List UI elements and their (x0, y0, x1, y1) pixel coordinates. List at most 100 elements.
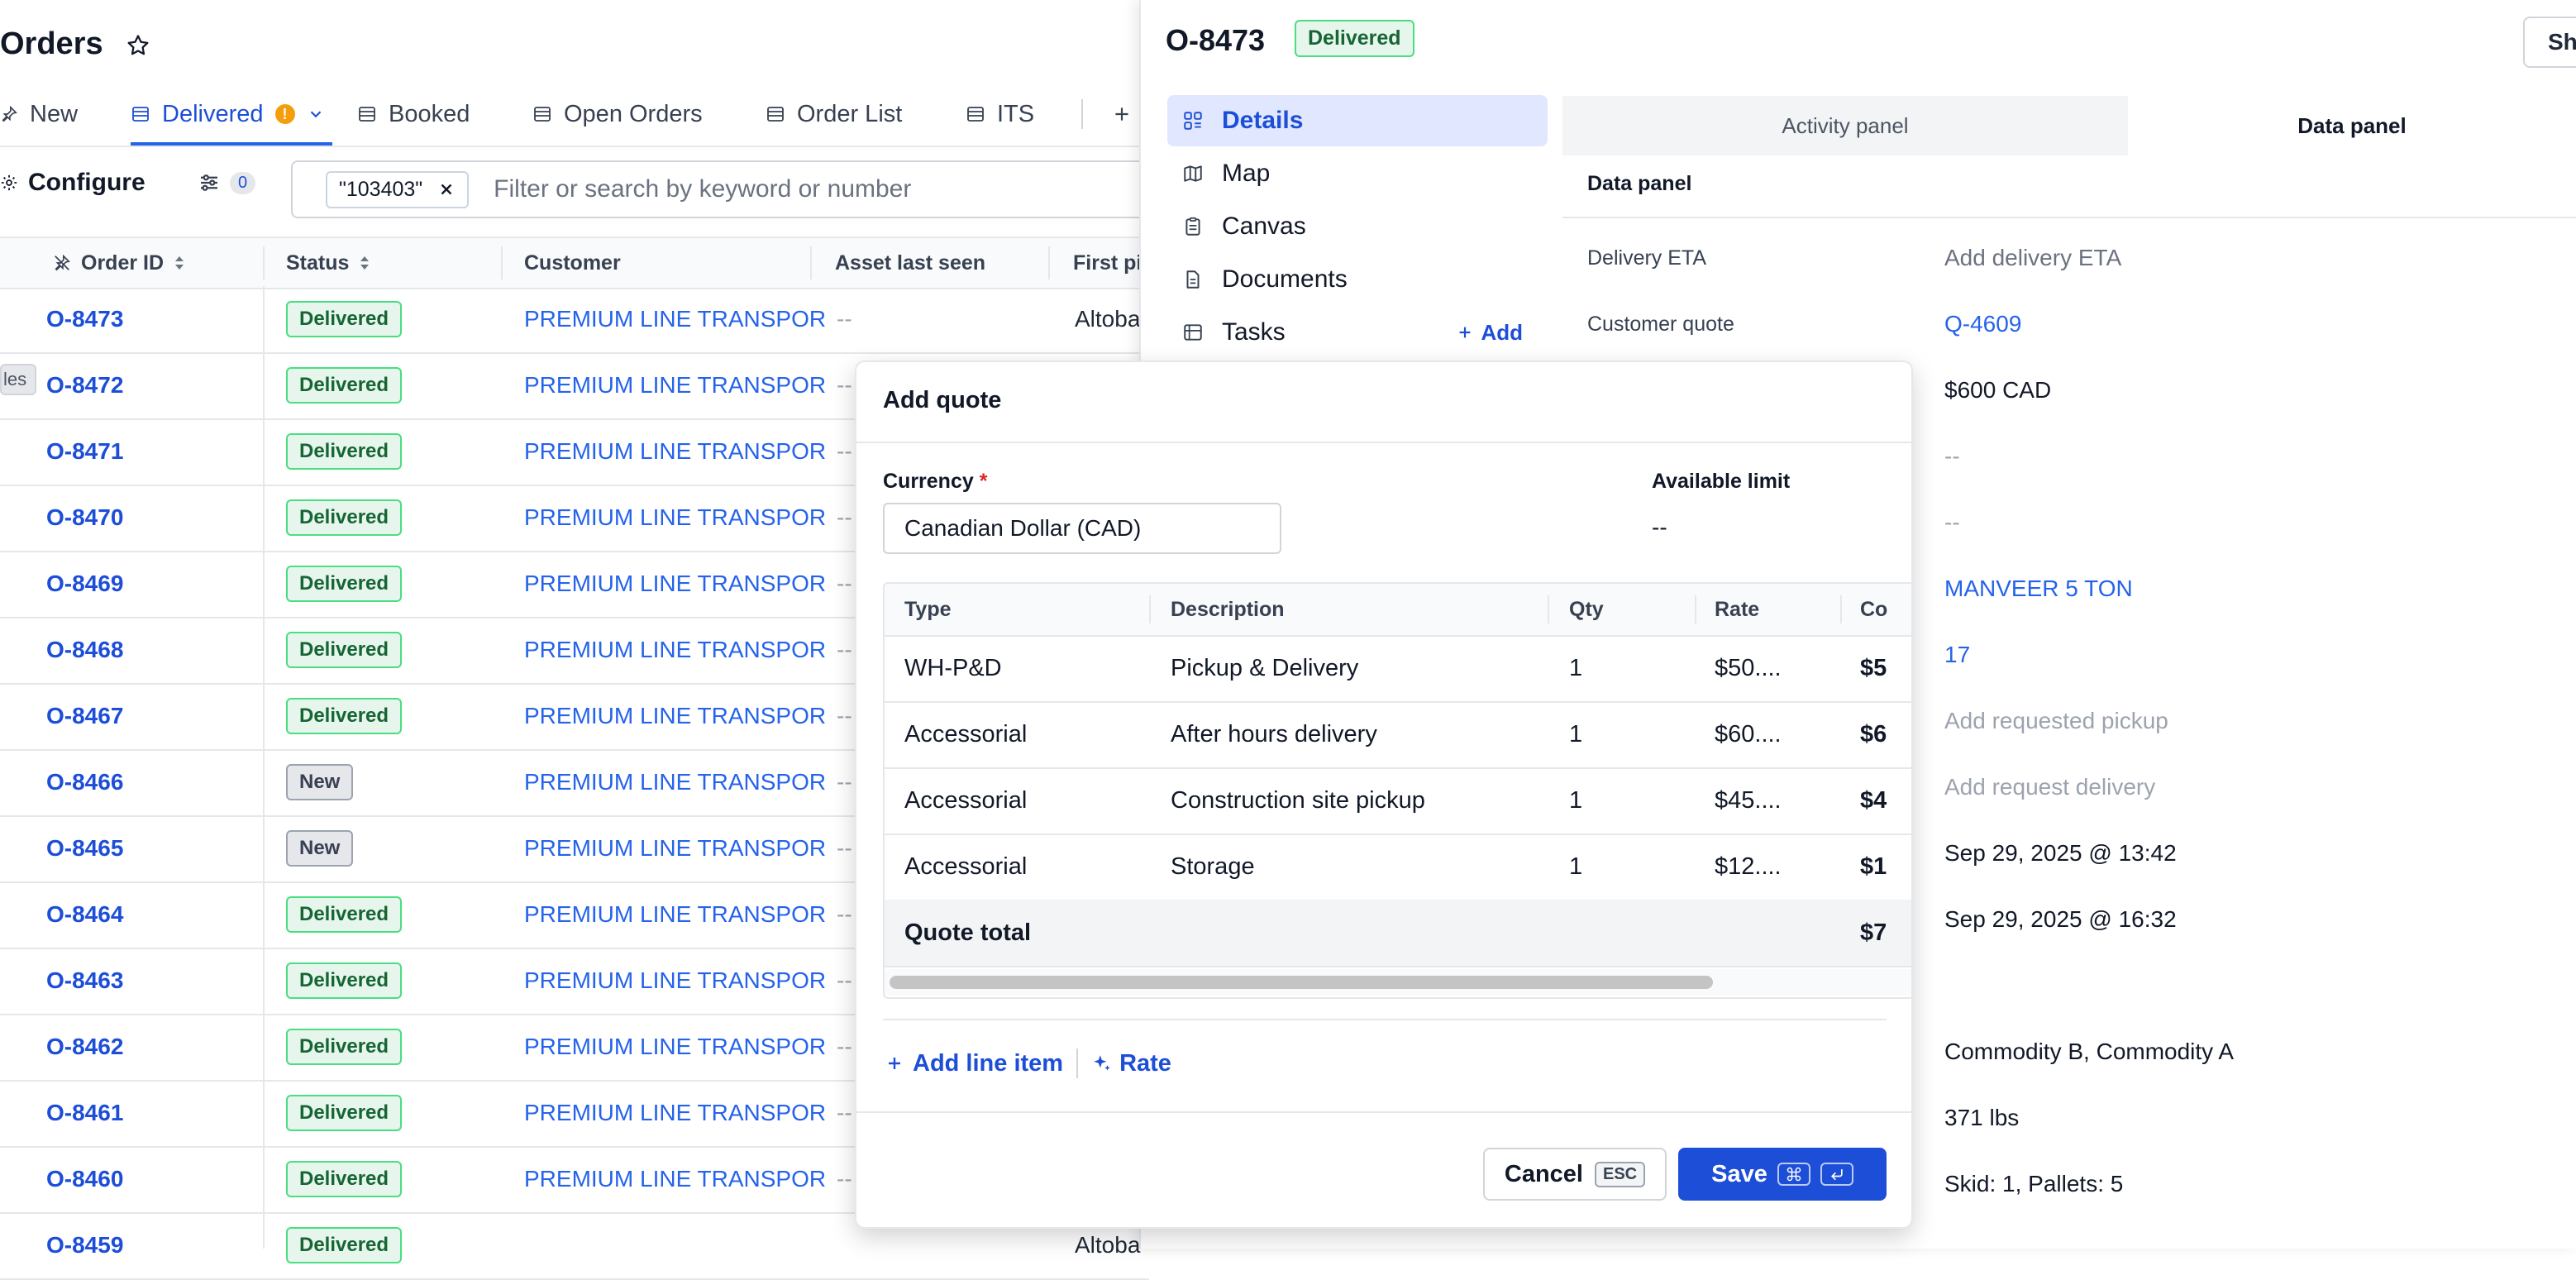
line-qty[interactable]: 1 (1569, 720, 1583, 747)
customer-link[interactable]: PREMIUM LINE TRANSPOR (524, 1100, 827, 1125)
order-id-link[interactable]: O-8472 (46, 372, 124, 398)
line-description[interactable]: After hours delivery (1171, 720, 1377, 747)
table-row[interactable]: O-8471 Delivered PREMIUM LINE TRANSPOR -- (0, 418, 1149, 486)
sort-icon[interactable] (174, 254, 185, 272)
table-row[interactable]: O-8461 Delivered PREMIUM LINE TRANSPOR -- (0, 1080, 1149, 1148)
table-row[interactable]: O-8469 Delivered PREMIUM LINE TRANSPOR -- (0, 551, 1149, 619)
add-task-button[interactable]: Add (1456, 320, 1523, 346)
customer-link[interactable]: PREMIUM LINE TRANSPOR (524, 1166, 827, 1192)
table-row[interactable]: O-8472 Delivered PREMIUM LINE TRANSPOR -- (0, 352, 1149, 420)
column-header-first-pickup[interactable]: First pi (1073, 251, 1143, 275)
table-row[interactable]: O-8463 Delivered PREMIUM LINE TRANSPOR -- (0, 948, 1149, 1015)
quote-line-row[interactable]: Accessorial After hours delivery 1 $60.... $… (885, 701, 1911, 769)
tab-delivered[interactable]: Delivered ! (131, 83, 325, 146)
line-description[interactable]: Pickup & Delivery (1171, 654, 1359, 681)
table-row[interactable]: O-8460 Delivered PREMIUM LINE TRANSPOR -- (0, 1146, 1149, 1214)
customer-link[interactable]: PREMIUM LINE TRANSPOR (524, 835, 827, 861)
table-row[interactable]: O-8465 New PREMIUM LINE TRANSPOR -- (0, 815, 1149, 883)
order-id-link[interactable]: O-8461 (46, 1100, 124, 1125)
column-header-status[interactable]: Status (286, 238, 370, 288)
line-type[interactable]: Accessorial (904, 786, 1028, 814)
order-id-link[interactable]: O-8473 (46, 306, 124, 332)
table-row[interactable]: O-8462 Delivered PREMIUM LINE TRANSPOR -- (0, 1014, 1149, 1082)
sort-icon[interactable] (359, 254, 370, 272)
search-input[interactable]: Filter or search by keyword or number (494, 175, 912, 203)
panel-nav-tasks[interactable]: Tasks Add (1167, 307, 1548, 358)
order-id-link[interactable]: O-8463 (46, 967, 124, 993)
line-rate[interactable]: $50.... (1715, 654, 1782, 681)
table-row[interactable]: O-8470 Delivered PREMIUM LINE TRANSPOR -- (0, 485, 1149, 552)
table-row[interactable]: O-8464 Delivered PREMIUM LINE TRANSPOR -- (0, 881, 1149, 949)
order-id-link[interactable]: O-8470 (46, 504, 124, 530)
customer-link[interactable]: PREMIUM LINE TRANSPOR (524, 637, 827, 662)
add-tab-button[interactable] (1111, 83, 1133, 146)
line-qty[interactable]: 1 (1569, 654, 1583, 681)
order-id-link[interactable]: O-8467 (46, 703, 124, 728)
table-row[interactable]: O-8467 Delivered PREMIUM LINE TRANSPOR -- (0, 683, 1149, 751)
customer-link[interactable]: PREMIUM LINE TRANSPOR (524, 504, 827, 530)
chevron-down-icon[interactable] (307, 105, 325, 123)
add-requested-pickup-link[interactable]: Add requested pickup (1944, 708, 2168, 733)
order-id-link[interactable]: O-8460 (46, 1166, 124, 1192)
column-header-asset-last-seen[interactable]: Asset last seen (835, 251, 986, 275)
panel-nav-map[interactable]: Map (1167, 148, 1548, 199)
quote-line-row[interactable]: WH-P&D Pickup & Delivery 1 $50.... $5 (885, 635, 1911, 703)
order-id-link[interactable]: O-8465 (46, 835, 124, 861)
order-id-link[interactable]: O-8468 (46, 637, 124, 662)
order-id-link[interactable]: O-8469 (46, 571, 124, 596)
customer-link[interactable]: PREMIUM LINE TRANSPOR (524, 438, 827, 464)
tab-activity-panel[interactable]: Activity panel (1562, 96, 2128, 155)
line-rate[interactable]: $12.... (1715, 853, 1782, 880)
line-rate[interactable]: $45.... (1715, 786, 1782, 814)
panel-nav-details[interactable]: Details (1167, 95, 1548, 146)
tab-new[interactable]: New (0, 83, 78, 146)
order-id-link[interactable]: O-8462 (46, 1034, 124, 1059)
tab-its[interactable]: ITS (966, 83, 1034, 146)
table-row[interactable]: O-8468 Delivered PREMIUM LINE TRANSPOR -- (0, 617, 1149, 685)
column-header-customer[interactable]: Customer (524, 251, 621, 275)
add-delivery-eta-link[interactable]: Add delivery ETA (1944, 245, 2122, 270)
save-button[interactable]: Save (1678, 1148, 1887, 1201)
quote-line-row[interactable]: Accessorial Storage 1 $12.... $1 (885, 833, 1911, 901)
customer-link[interactable]: PREMIUM LINE TRANSPOR (524, 703, 827, 728)
share-button[interactable]: Sha (2523, 17, 2576, 68)
panel-nav-documents[interactable]: Documents (1167, 254, 1548, 305)
line-qty[interactable]: 1 (1569, 853, 1583, 880)
table-row[interactable]: O-8466 New PREMIUM LINE TRANSPOR -- (0, 749, 1149, 817)
line-qty[interactable]: 1 (1569, 786, 1583, 814)
rate-button[interactable]: Rate (1091, 1050, 1171, 1077)
customer-quote-link[interactable]: Q-4609 (1944, 311, 2022, 337)
filters-button[interactable]: 0 (197, 170, 256, 195)
tab-open-orders[interactable]: Open Orders (532, 83, 703, 146)
line-type[interactable]: Accessorial (904, 720, 1028, 747)
line-type[interactable]: WH-P&D (904, 654, 1002, 681)
panel-nav-canvas[interactable]: Canvas (1167, 201, 1548, 252)
customer-link[interactable]: PREMIUM LINE TRANSPOR (524, 769, 827, 795)
order-id-link[interactable]: O-8471 (46, 438, 124, 464)
close-icon[interactable] (437, 180, 456, 198)
add-line-item-button[interactable]: Add line item (885, 1050, 1063, 1077)
order-id-link[interactable]: O-8466 (46, 769, 124, 795)
line-description[interactable]: Construction site pickup (1171, 786, 1425, 814)
scrollbar-thumb[interactable] (890, 976, 1713, 989)
customer-link[interactable]: PREMIUM LINE TRANSPOR (524, 372, 827, 398)
quote-line-row[interactable]: Accessorial Construction site pickup 1 $45.… (885, 767, 1911, 835)
currency-select[interactable]: Canadian Dollar (CAD) (883, 503, 1281, 554)
line-description[interactable]: Storage (1171, 853, 1255, 880)
star-icon[interactable] (126, 33, 150, 58)
horizontal-scrollbar[interactable] (885, 969, 1911, 996)
table-row[interactable]: O-8473 Delivered PREMIUM LINE TRANSPOR -- Al… (0, 286, 1149, 354)
field-value-link[interactable]: 17 (1944, 642, 1971, 667)
customer-link[interactable]: PREMIUM LINE TRANSPOR (524, 967, 827, 993)
order-id-link[interactable]: O-8464 (46, 901, 124, 927)
configure-button[interactable]: Configure (0, 169, 145, 197)
tab-booked[interactable]: Booked (357, 83, 470, 146)
add-request-delivery-link[interactable]: Add request delivery (1944, 774, 2156, 800)
customer-link[interactable]: PREMIUM LINE TRANSPOR (524, 1034, 827, 1059)
field-value-link[interactable]: MANVEER 5 TON (1944, 576, 2133, 601)
search-chip[interactable]: "103403" (326, 170, 470, 208)
order-id-link[interactable]: O-8459 (46, 1232, 124, 1258)
search-bar[interactable]: "103403" Filter or search by keyword or … (291, 160, 1167, 218)
cancel-button[interactable]: Cancel ESC (1483, 1148, 1667, 1201)
line-type[interactable]: Accessorial (904, 853, 1028, 880)
